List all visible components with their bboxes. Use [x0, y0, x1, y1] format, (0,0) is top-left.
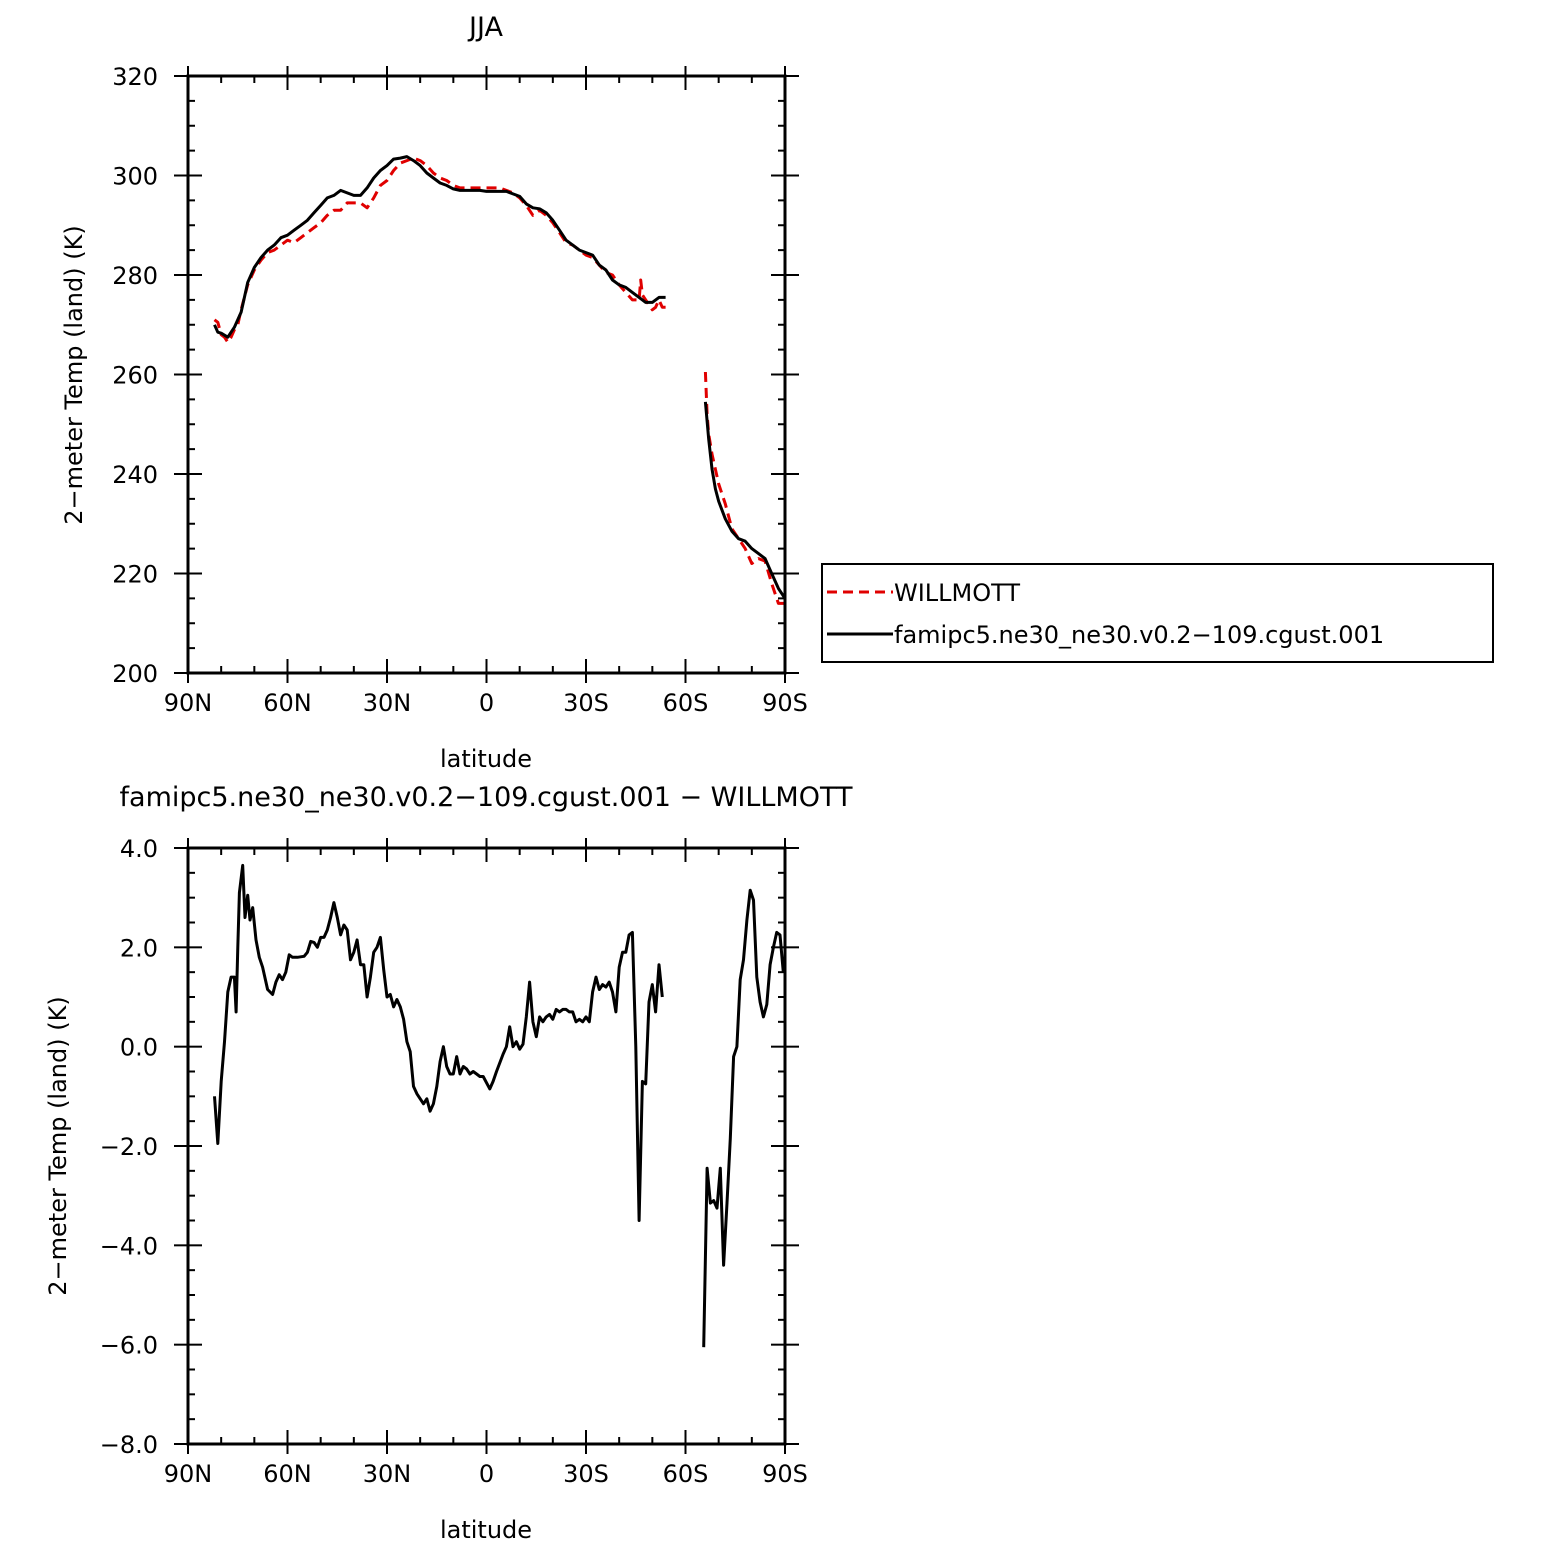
bottom-x-tick-label: 60N	[263, 1460, 312, 1488]
top-series-0-segment-0	[213, 156, 666, 344]
top-chart-title: JJA	[467, 12, 503, 43]
bottom-x-tick-label: 0	[479, 1460, 494, 1488]
top-y-tick-label: 200	[112, 660, 158, 688]
bottom-axes: 90N 60N 30N 0 30S 60S 90S −8.0 −6.0 −4.0 −2.0 0.0 2.…	[100, 835, 808, 1488]
bottom-panel: famipc5.ne30_ne30.v0.2−109.cgust.001 − W…	[44, 782, 853, 1544]
top-series-1-segment-0	[213, 155, 666, 339]
top-series-group	[213, 155, 787, 605]
legend: WILLMOTT famipc5.ne30_ne30.v0.2−109.cgus…	[821, 563, 1494, 663]
top-y-tick-label: 280	[112, 262, 158, 290]
bottom-series-group	[213, 863, 785, 1348]
bottom-plot-frame	[186, 846, 787, 1446]
bottom-y-tick-label: −8.0	[100, 1431, 158, 1459]
top-y-tick-label: 260	[112, 362, 158, 390]
top-panel: JJA 90N 60N 30N 0 30S 60S 90S 200 220 240 260 280 30…	[60, 12, 808, 773]
top-x-tick-label: 60N	[263, 689, 312, 717]
bottom-y-tick-label: 4.0	[120, 835, 158, 863]
bottom-x-axis-label: latitude	[440, 1516, 532, 1544]
bottom-x-tick-label: 30S	[563, 1460, 609, 1488]
top-y-tick-label: 240	[112, 461, 158, 489]
bottom-x-tick-label: 90N	[164, 1460, 213, 1488]
bottom-series-0-segment-0	[213, 863, 664, 1222]
legend-label-willmott: WILLMOTT	[894, 579, 1020, 607]
top-x-tick-label: 90S	[762, 689, 808, 717]
top-axes: 90N 60N 30N 0 30S 60S 90S 200 220 240 260 280 300 320	[112, 63, 808, 717]
top-x-tick-label: 60S	[663, 689, 709, 717]
bottom-y-tick-label: −6.0	[100, 1332, 158, 1360]
bottom-y-tick-label: −2.0	[100, 1133, 158, 1161]
bottom-chart-title: famipc5.ne30_ne30.v0.2−109.cgust.001 − W…	[120, 782, 853, 813]
top-series-0-segment-1	[703, 371, 785, 605]
bottom-y-tick-label: −4.0	[100, 1232, 158, 1260]
bottom-x-tick-label: 60S	[663, 1460, 709, 1488]
top-x-tick-label: 30S	[563, 689, 609, 717]
top-series-1-segment-1	[703, 401, 787, 600]
top-x-tick-label: 90N	[164, 689, 213, 717]
top-y-axis-label: 2−meter Temp (land) (K)	[60, 225, 88, 524]
top-y-tick-label: 220	[112, 561, 158, 589]
legend-label-model: famipc5.ne30_ne30.v0.2−109.cgust.001	[894, 621, 1384, 649]
top-x-tick-label: 30N	[363, 689, 412, 717]
bottom-y-axis-label: 2−meter Temp (land) (K)	[44, 996, 72, 1295]
bottom-series-0-segment-1	[702, 888, 785, 1348]
bottom-y-tick-label: 0.0	[120, 1034, 158, 1062]
bottom-x-tick-label: 30N	[363, 1460, 412, 1488]
top-x-tick-label: 0	[479, 689, 494, 717]
top-y-tick-label: 320	[112, 63, 158, 91]
legend-box	[821, 563, 1494, 663]
top-x-axis-label: latitude	[440, 745, 532, 773]
bottom-x-tick-label: 90S	[762, 1460, 808, 1488]
bottom-y-tick-label: 2.0	[120, 934, 158, 962]
top-y-tick-label: 300	[112, 163, 158, 191]
top-plot-frame	[186, 74, 787, 675]
